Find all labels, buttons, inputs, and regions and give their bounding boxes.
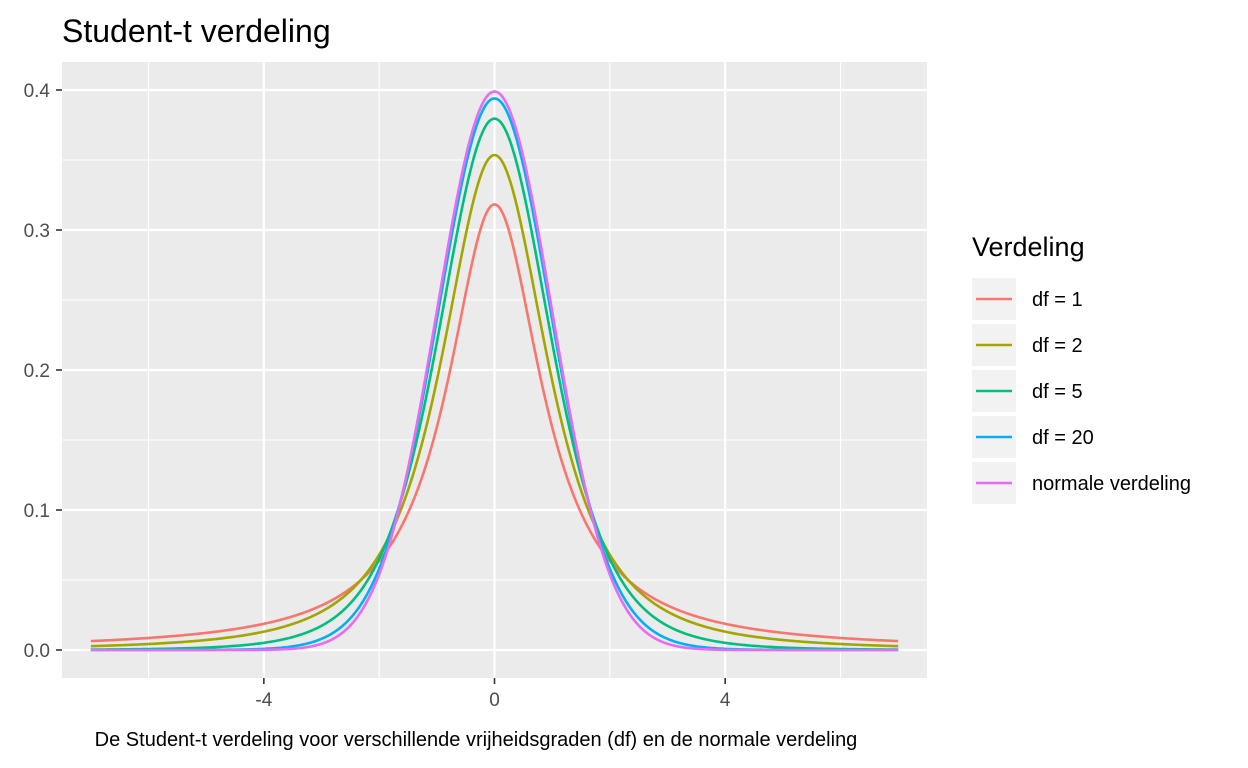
legend-title: Verdeling [972,232,1085,262]
legend-label-3: df = 20 [1032,427,1094,449]
legend: Verdeling df = 1 df = 2 df = 5 df = 20 norma… [972,232,1191,504]
x-tick-label-2: 4 [720,690,731,711]
legend-label-2: df = 5 [1032,381,1083,403]
y-tick-label-0: 0.0 [24,641,50,662]
y-axis: 0.0 0.1 0.2 0.3 0.4 [24,81,62,662]
y-tick-label-3: 0.3 [24,221,50,242]
y-tick-label-1: 0.1 [24,501,50,522]
series-line-0 [90,203,899,643]
y-tick-label-4: 0.4 [24,81,51,102]
legend-label-0: df = 1 [1032,289,1083,311]
legend-label-4: normale verdeling [1032,473,1191,495]
chart-title: Student-t verdeling [62,13,331,49]
series-line-4 [90,90,899,652]
x-tick-label-1: 0 [489,690,500,711]
chart-caption: De Student-t verdeling voor verschillend… [95,729,858,751]
series-line-1 [90,153,899,648]
x-axis: -4 0 4 [255,678,731,711]
y-tick-label-2: 0.2 [24,361,50,382]
legend-items: df = 1 df = 2 df = 5 df = 20 normale verdeli… [972,278,1191,504]
series-line-2 [90,117,899,651]
x-tick-label-0: -4 [255,690,272,711]
series-lines [90,90,899,652]
legend-label-1: df = 2 [1032,335,1083,357]
